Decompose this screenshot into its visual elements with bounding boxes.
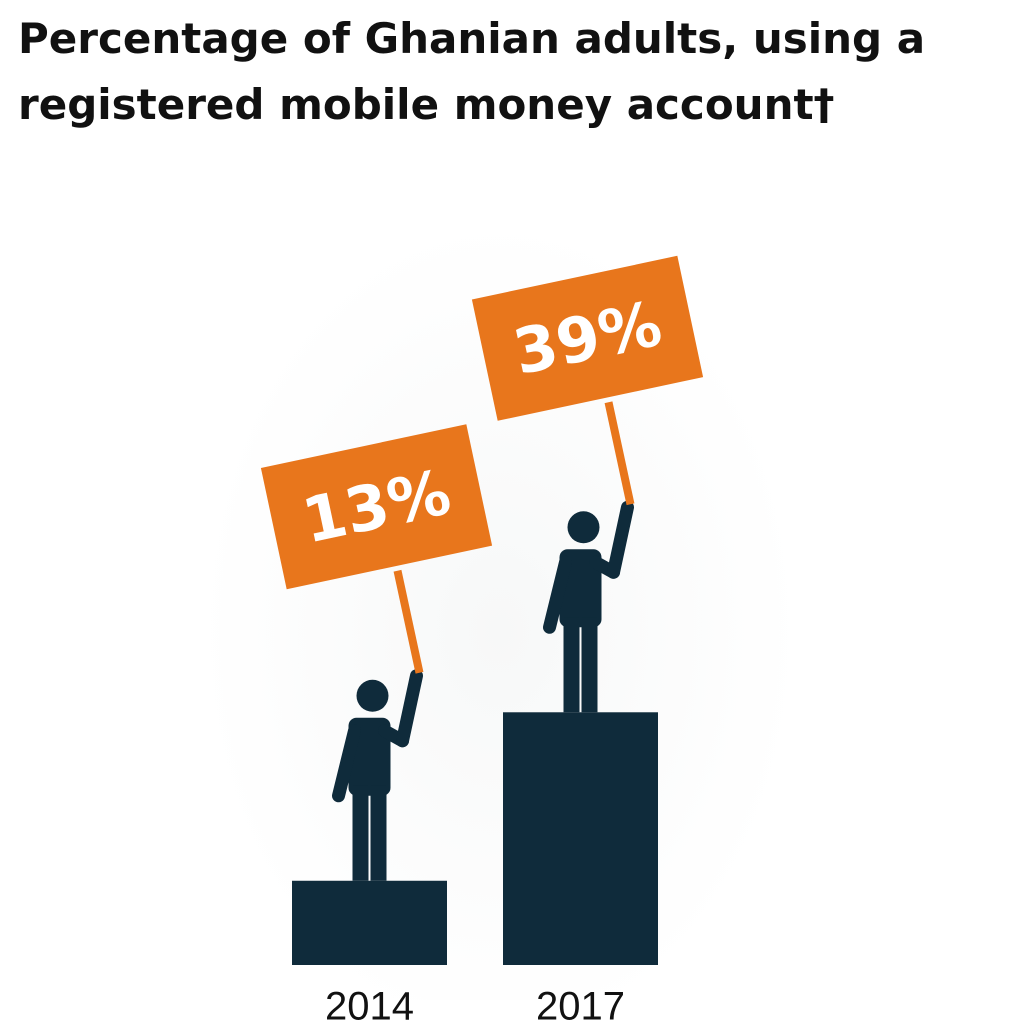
- pedestal: [503, 712, 658, 965]
- person-arm: [396, 669, 423, 748]
- person-arm: [332, 724, 361, 803]
- person-arm: [607, 500, 634, 579]
- person-leg: [370, 785, 387, 881]
- pedestal: [292, 880, 447, 965]
- person: [543, 500, 634, 713]
- person-head: [567, 511, 600, 544]
- x-tick-label: 2017: [536, 985, 625, 1029]
- person-leg: [581, 617, 598, 713]
- person: [332, 669, 423, 881]
- sign-board: [260, 424, 493, 590]
- person-arm: [543, 555, 572, 634]
- sign-board: [471, 255, 704, 421]
- person-leg: [563, 617, 580, 713]
- person-leg: [352, 785, 369, 881]
- sign: 13%: [260, 424, 493, 590]
- sign-stick: [393, 569, 424, 674]
- x-tick-label: 2014: [325, 985, 414, 1029]
- chart-title: Percentage of Ghanian adults, using a re…: [18, 14, 926, 129]
- sign: 39%: [471, 255, 704, 421]
- person-head: [356, 679, 389, 712]
- sign-stick: [604, 401, 635, 506]
